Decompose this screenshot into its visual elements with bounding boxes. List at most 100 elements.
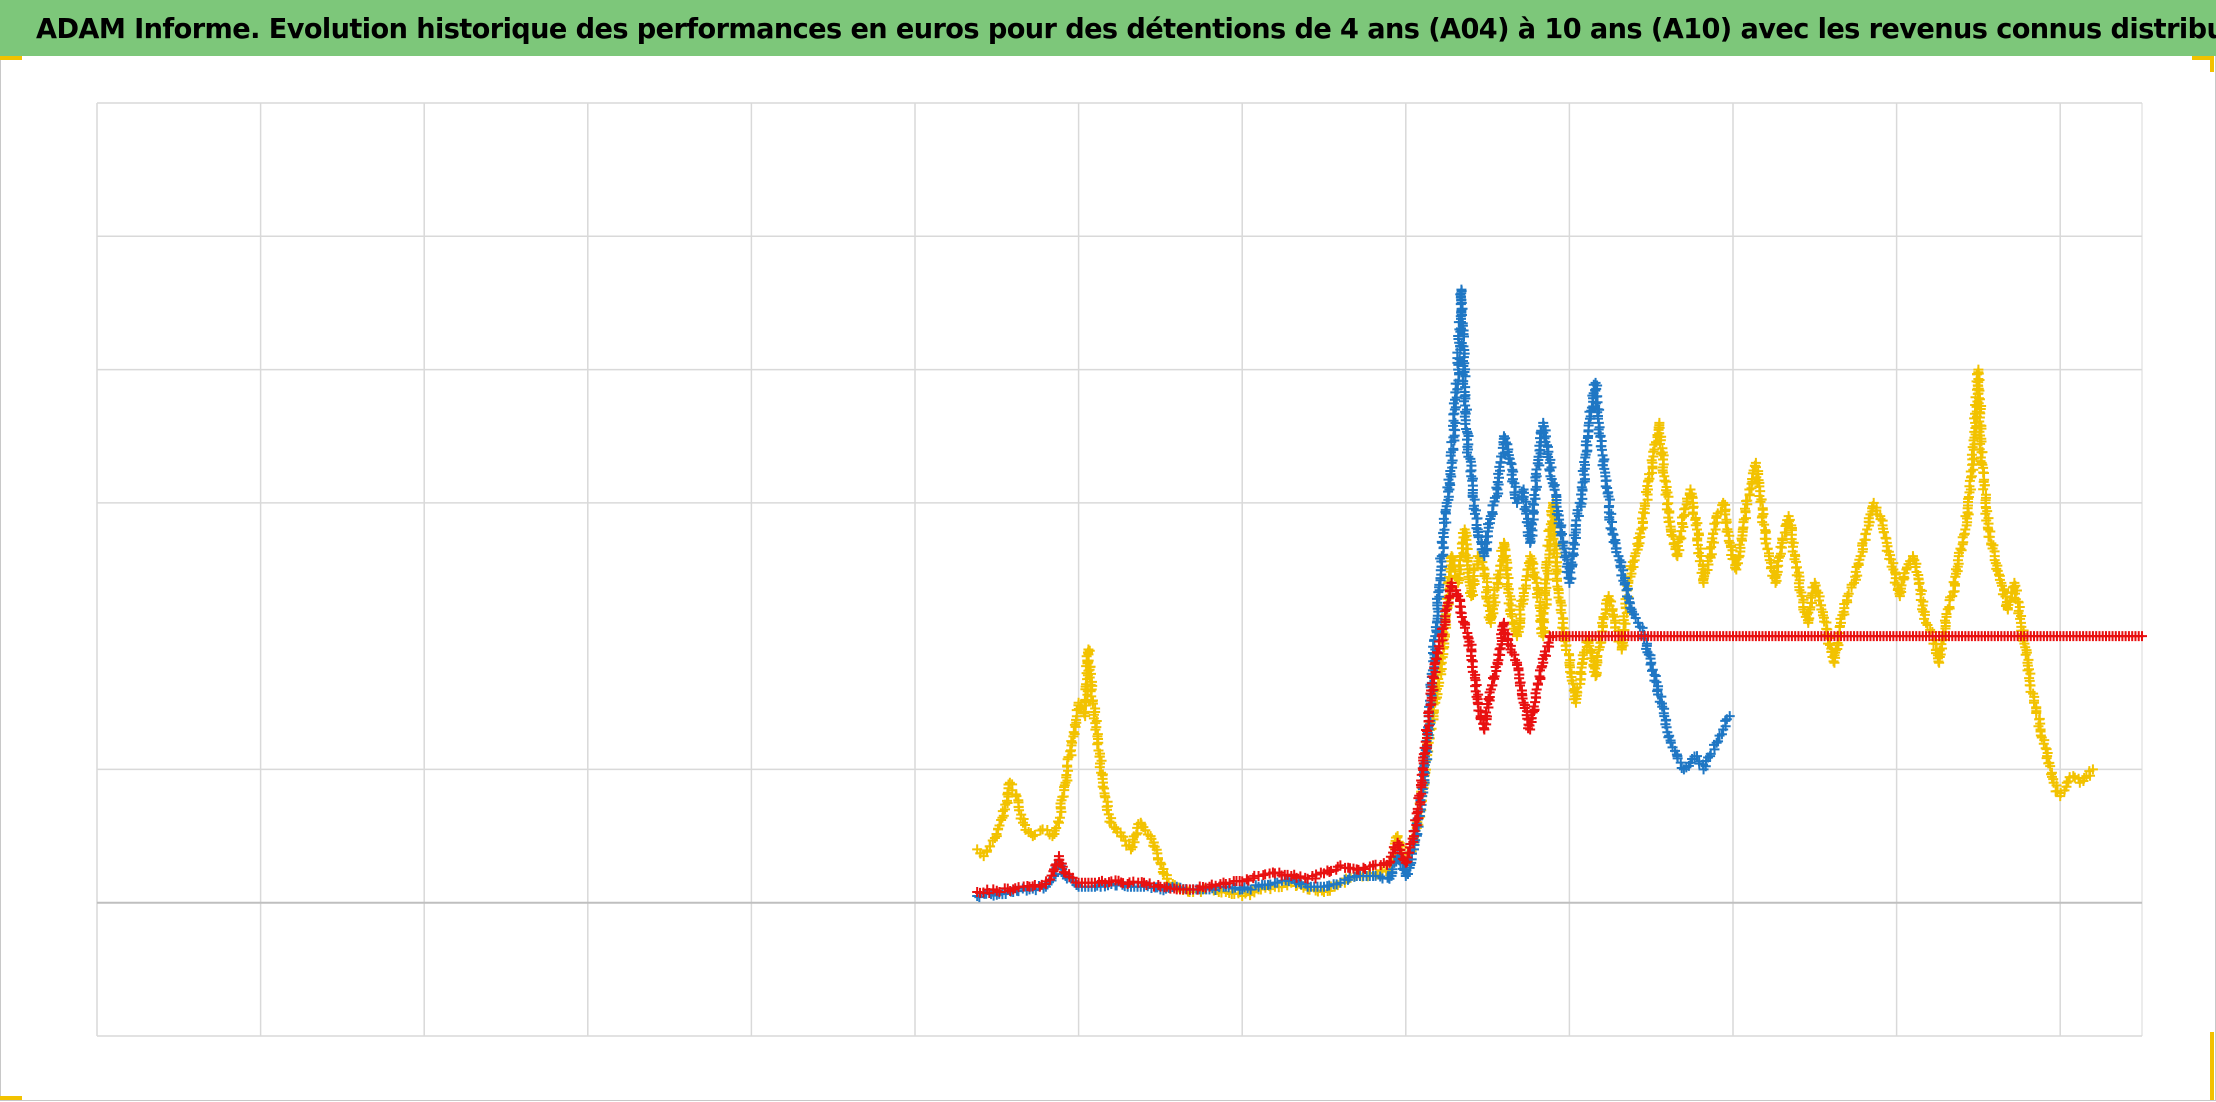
data-point: [1551, 509, 1562, 520]
data-point: [1657, 701, 1668, 712]
data-point: [1066, 736, 1077, 747]
data-point: [1102, 804, 1113, 815]
data-point: [1358, 862, 1369, 873]
data-point: [1450, 418, 1461, 429]
data-point: [1122, 879, 1133, 890]
data-point: [1908, 553, 1919, 564]
data-point: [1500, 437, 1511, 448]
data-point: [1760, 538, 1771, 549]
data-point: [1941, 609, 1952, 620]
data-point: [1814, 595, 1825, 606]
data-point: [1665, 737, 1676, 748]
data-point: [1100, 792, 1111, 803]
data-point: [994, 887, 1005, 898]
series-2: [972, 284, 1735, 903]
data-point: [2013, 597, 2024, 608]
data-point: [1654, 696, 1665, 707]
data-point: [1489, 671, 1500, 682]
data-point: [1566, 557, 1577, 568]
data-point: [1913, 578, 1924, 589]
data-point: [1087, 698, 1098, 709]
data-point: [1324, 866, 1335, 877]
data-point: [1325, 865, 1336, 876]
data-point: [1645, 659, 1656, 670]
data-point: [1555, 530, 1566, 541]
data-point: [1513, 623, 1524, 634]
data-point: [1590, 385, 1601, 396]
data-point: [1411, 820, 1422, 831]
data-point: [1720, 509, 1731, 520]
data-point: [1579, 456, 1590, 467]
data-point: [1759, 519, 1770, 530]
data-point: [2137, 631, 2147, 642]
data-point: [1592, 651, 1603, 662]
data-point: [1945, 592, 1956, 603]
data-point: [1109, 822, 1120, 833]
data-point: [1495, 560, 1506, 571]
data-point: [1430, 622, 1441, 633]
data-point: [1057, 861, 1068, 872]
data-point: [1505, 457, 1516, 468]
data-point: [1575, 666, 1586, 677]
data-point: [1466, 586, 1477, 597]
data-point: [1440, 606, 1451, 617]
data-point: [1756, 494, 1767, 505]
data-point: [1210, 880, 1221, 891]
data-point: [1411, 808, 1422, 819]
data-point: [1516, 486, 1527, 497]
data-point: [1069, 719, 1080, 730]
data-point: [1459, 622, 1470, 633]
data-point: [1230, 882, 1241, 893]
data-point: [1387, 864, 1398, 875]
corner-accent-top-right: [2192, 56, 2214, 60]
data-point: [1092, 739, 1103, 750]
data-point: [1750, 460, 1761, 471]
data-point: [1051, 823, 1062, 834]
data-point: [1921, 617, 1932, 628]
data-point: [1507, 476, 1518, 487]
data-point: [1531, 684, 1542, 695]
data-point: [2079, 772, 2090, 783]
corner-accent-top-left: [0, 56, 22, 60]
data-point: [1525, 536, 1536, 547]
data-point: [1488, 672, 1499, 683]
data-point: [1265, 879, 1276, 890]
data-point: [2023, 664, 2034, 675]
data-point: [1058, 867, 1069, 878]
data-point: [2038, 738, 2049, 749]
data-point: [1556, 607, 1567, 618]
data-point: [1438, 513, 1449, 524]
data-point: [1590, 398, 1601, 409]
data-point: [1744, 484, 1755, 495]
data-point: [1567, 559, 1578, 570]
data-point: [2087, 764, 2098, 775]
data-point: [1711, 737, 1722, 748]
data-point: [1156, 859, 1167, 870]
data-point: [1530, 484, 1541, 495]
data-point: [994, 820, 1005, 831]
data-point: [1448, 443, 1459, 454]
data-point: [1966, 471, 1977, 482]
data-point: [1004, 777, 1015, 788]
data-point: [1739, 503, 1750, 514]
data-point: [1794, 585, 1805, 596]
data-point: [1724, 711, 1735, 722]
data-point: [1569, 539, 1580, 550]
data-point: [1494, 644, 1505, 655]
data-point: [1607, 609, 1618, 620]
data-point: [991, 829, 1002, 840]
data-point: [1463, 451, 1474, 462]
data-point: [1027, 831, 1038, 842]
data-point: [1519, 504, 1530, 515]
data-point: [1692, 751, 1703, 762]
data-point: [1742, 495, 1753, 506]
data-point: [997, 806, 1008, 817]
data-point: [1860, 529, 1871, 540]
data-point: [1843, 588, 1854, 599]
data-point: [1600, 481, 1611, 492]
data-point: [1948, 577, 1959, 588]
data-point: [1054, 812, 1065, 823]
data-point: [1034, 881, 1045, 892]
data-point: [2046, 771, 2057, 782]
data-point: [1548, 533, 1559, 544]
